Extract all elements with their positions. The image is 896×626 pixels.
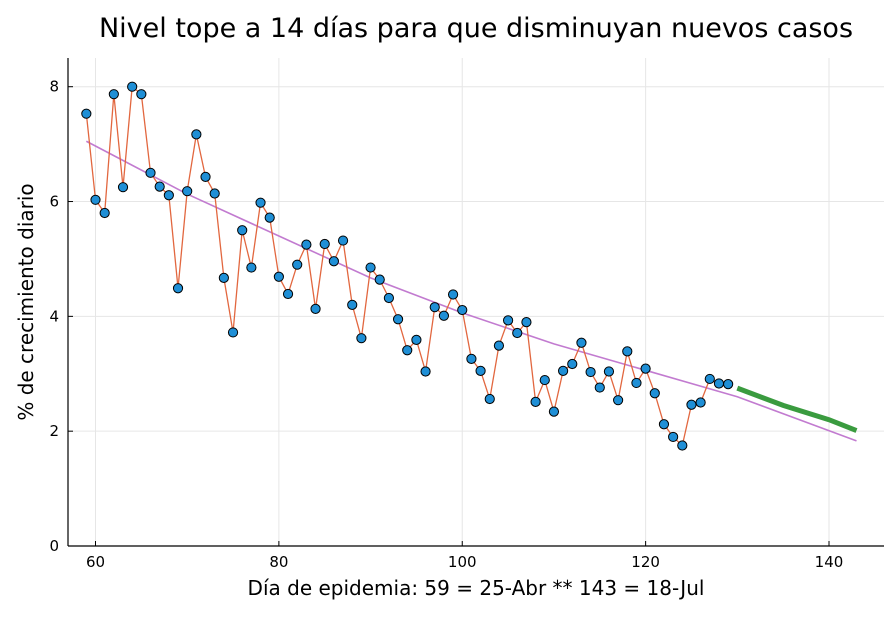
x-tick-label: 140 — [815, 553, 844, 571]
data-point — [218, 272, 229, 283]
data-point — [548, 406, 560, 417]
data-point — [301, 239, 312, 250]
data-point — [493, 340, 505, 351]
y-tick-label: 0 — [49, 537, 59, 555]
chart-title: Nivel tope a 14 días para que disminuyan… — [99, 13, 853, 44]
data-point — [558, 365, 569, 376]
data-point — [585, 366, 596, 378]
observed-line-layer — [85, 85, 729, 447]
data-point — [136, 89, 147, 100]
data-point — [447, 289, 459, 300]
target-line — [736, 385, 858, 433]
data-point — [392, 314, 404, 325]
data-point — [255, 197, 266, 208]
data-point — [603, 366, 615, 377]
y-tick-label: 2 — [49, 422, 59, 440]
data-point — [328, 256, 339, 267]
data-point — [273, 271, 284, 282]
trend-line-layer — [85, 140, 857, 442]
data-point — [695, 397, 706, 408]
data-point — [90, 194, 101, 205]
data-point — [649, 388, 660, 399]
tick-labels: 60 80 100 120 140 0 2 4 6 8 — [49, 78, 843, 571]
data-point — [613, 395, 624, 406]
data-point — [539, 374, 550, 386]
axes — [67, 58, 884, 547]
data-point — [282, 288, 294, 300]
trend-line — [85, 140, 857, 442]
data-point — [145, 167, 156, 178]
x-axis-label: Día de epidemia: 59 = 25-Abr ** 143 = 18… — [248, 576, 705, 600]
data-point — [484, 393, 495, 405]
data-point — [466, 353, 477, 364]
data-point — [374, 274, 385, 285]
data-point — [658, 419, 670, 430]
y-tick-label: 6 — [49, 193, 59, 211]
data-point — [475, 365, 486, 376]
data-point — [420, 366, 431, 377]
data-point — [154, 181, 165, 192]
data-point — [264, 212, 275, 223]
y-tick-label: 8 — [49, 78, 59, 96]
data-point — [530, 396, 541, 407]
data-point — [237, 225, 248, 236]
observed-line — [85, 85, 729, 447]
data-point — [191, 129, 202, 140]
x-tick-label: 80 — [269, 553, 288, 571]
data-point — [99, 207, 110, 219]
target-line-layer — [736, 385, 858, 433]
x-tick-label: 120 — [631, 553, 660, 571]
data-point — [319, 238, 330, 250]
data-point — [227, 327, 239, 338]
data-point — [502, 315, 514, 326]
data-point — [512, 327, 523, 339]
data-point — [182, 186, 193, 197]
data-point — [713, 378, 725, 389]
data-point — [686, 399, 697, 410]
data-point — [347, 299, 358, 310]
data-point — [411, 334, 422, 345]
data-point — [594, 382, 605, 393]
data-point — [631, 377, 642, 389]
data-point — [576, 337, 587, 348]
y-tick-label: 4 — [49, 307, 59, 325]
data-point — [246, 262, 257, 273]
data-point — [81, 108, 92, 119]
data-point — [438, 310, 450, 321]
data-point — [365, 262, 376, 273]
data-point — [310, 303, 321, 314]
data-point — [402, 345, 413, 356]
data-point — [383, 292, 394, 304]
data-point — [200, 171, 211, 182]
data-point — [723, 378, 734, 390]
data-point — [521, 316, 532, 328]
data-point — [704, 373, 715, 385]
data-point — [117, 182, 129, 193]
grid — [68, 58, 884, 547]
data-point — [163, 190, 174, 201]
data-point — [668, 431, 679, 443]
data-point — [429, 302, 440, 313]
data-point — [292, 259, 303, 270]
y-axis-label: % de crecimiento diario — [14, 183, 38, 420]
data-point — [108, 89, 119, 100]
data-point — [127, 81, 138, 92]
data-point — [356, 333, 367, 344]
data-point — [172, 283, 184, 294]
x-tick-label: 60 — [86, 553, 105, 571]
data-point — [337, 235, 349, 246]
data-point — [457, 304, 468, 316]
data-point — [622, 346, 633, 357]
data-point — [677, 440, 688, 451]
points-layer — [81, 81, 734, 451]
data-point — [209, 188, 220, 199]
data-point — [567, 358, 578, 370]
data-point — [640, 363, 651, 374]
x-tick-label: 100 — [448, 553, 477, 571]
